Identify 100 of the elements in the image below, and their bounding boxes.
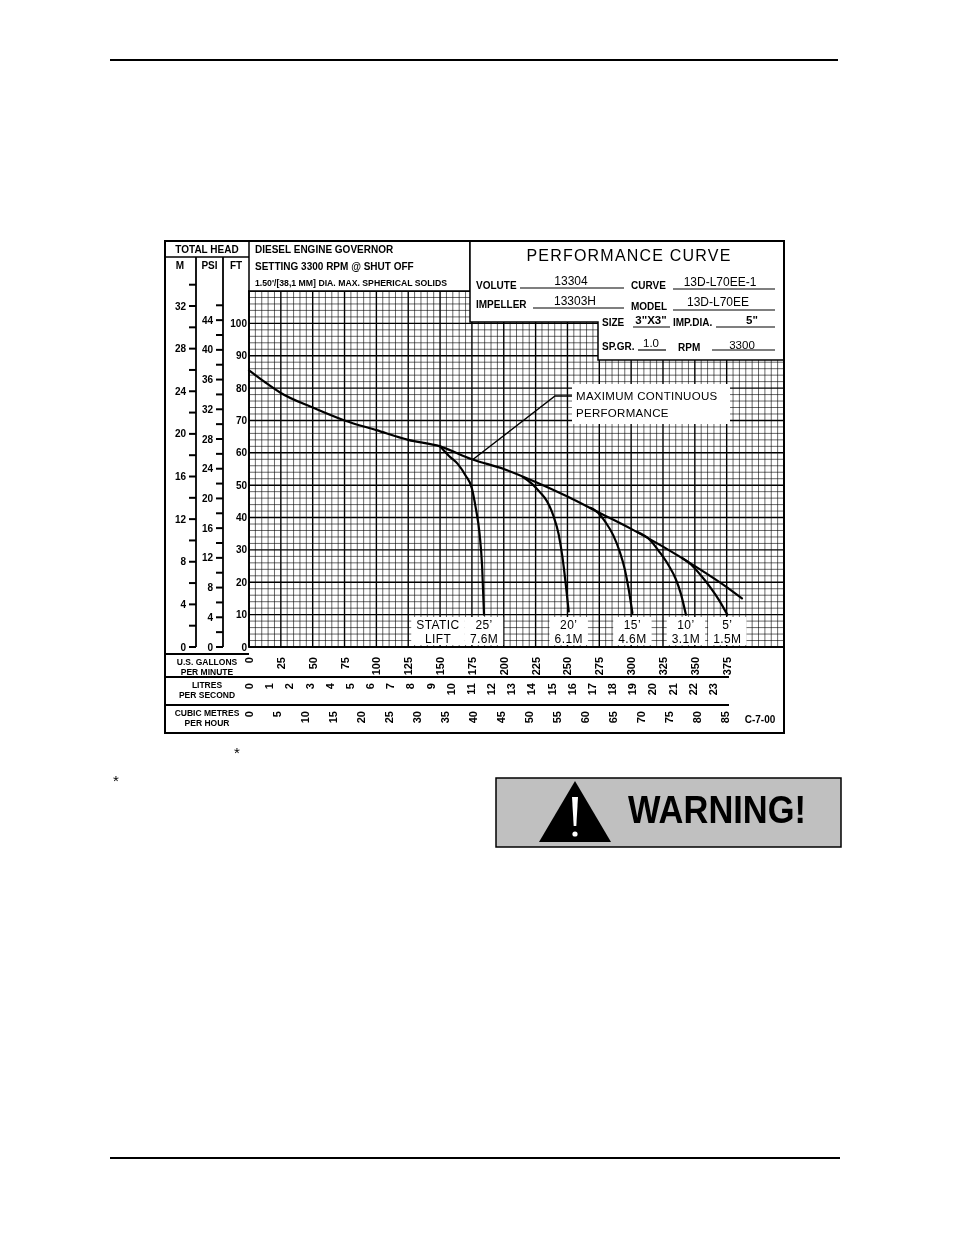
- x2-tick-label: 18: [606, 683, 619, 696]
- x2-tick-label: 20: [646, 683, 659, 696]
- x-tick-label: 0: [243, 657, 255, 664]
- y2-tick-label: 16: [174, 471, 187, 483]
- y-axis-title: FT: [229, 259, 243, 271]
- text: *: [234, 743, 241, 761]
- y-tick-label: 50: [235, 479, 248, 491]
- y2-tick-label: 4: [180, 598, 187, 610]
- y-tick-label: 100: [230, 317, 248, 329]
- y2-tick-label: 32: [174, 300, 187, 312]
- x-tick-label: 325: [656, 657, 669, 676]
- x2-tick-label: 13: [505, 683, 518, 696]
- series-label: 20’ 6.1M: [554, 618, 583, 646]
- annotation: MODEL: [631, 300, 668, 312]
- text: CURVE: [631, 279, 667, 291]
- y3-tick-label: 32: [201, 403, 214, 415]
- x-tick-label: 150: [434, 657, 447, 676]
- y2-tick-label: 28: [174, 343, 187, 355]
- x2-tick-label: 2: [283, 683, 296, 690]
- series-label: 5’ 1.5M: [713, 618, 742, 646]
- y2-tick-label: 24: [174, 385, 187, 397]
- text: 1.50'/[38,1 MM] DIA. MAX. SPHERICAL SOLIDS: [255, 278, 448, 288]
- y-tick-label: 60: [235, 447, 248, 459]
- x2-tick-label: 19: [626, 683, 639, 696]
- text: 5: [271, 711, 283, 718]
- x-tick-label: 350: [688, 657, 701, 676]
- text: 65: [607, 711, 619, 724]
- text: 45: [495, 711, 507, 724]
- text: 35: [439, 711, 451, 724]
- annotation: 1.0: [643, 337, 659, 349]
- y3-tick-label: 36: [201, 374, 214, 386]
- text: *: [113, 771, 120, 789]
- text: 0: [243, 711, 255, 718]
- text: TOTAL HEAD: [175, 243, 239, 255]
- text: WARNING!: [628, 789, 825, 831]
- text: 75: [663, 711, 675, 724]
- y3-tick-label: 8: [207, 582, 214, 594]
- y3-tick-label: 4: [207, 611, 214, 623]
- x-tick-label: 300: [625, 657, 638, 676]
- y3-tick-label: 20: [201, 492, 214, 504]
- x2-tick-label: 10: [444, 683, 457, 696]
- x2-tick-label: 21: [666, 683, 679, 696]
- x2-tick-label: 7: [384, 683, 397, 690]
- x-tick-label: 175: [465, 657, 478, 676]
- x2-tick-label: 12: [485, 683, 498, 696]
- annotation: MAXIMUM CONTINUOUS PERFORMANCE: [576, 390, 718, 419]
- x2-tick-label: 23: [706, 683, 719, 696]
- x2-tick-label: 14: [525, 682, 538, 696]
- text: DIESEL ENGINE GOVERNOR SETTING 3300 RPM @ SHUT OFF: [255, 243, 414, 271]
- x-tick-label: 225: [529, 657, 542, 676]
- text: 80: [691, 711, 703, 724]
- x2-tick-label: 1: [263, 683, 276, 690]
- x-tick-label: 250: [561, 657, 574, 676]
- x2-tick-label: 0: [243, 683, 255, 690]
- y-tick-label: 0: [241, 641, 248, 653]
- chart-title: PERFORMANCE CURVE: [526, 246, 732, 264]
- x2-tick-label: 3: [303, 683, 316, 690]
- annotation: IMP.DIA.: [673, 316, 713, 328]
- annotation: STATIC LIFT: [416, 618, 460, 646]
- annotation: 13D-L70EE: [686, 295, 750, 309]
- x2-tick-label: 15: [545, 683, 558, 696]
- y3-tick-label: 40: [201, 344, 214, 356]
- x2-tick-label: 9: [424, 683, 437, 690]
- text: CUBIC METRES PER HOUR: [174, 708, 240, 728]
- annotation: 5": [746, 314, 758, 326]
- y2-tick-label: 20: [174, 428, 187, 440]
- text: 55: [551, 711, 563, 724]
- text: 13304: [554, 274, 589, 288]
- y3-tick-label: 16: [201, 522, 214, 534]
- x-tick-label: 75: [338, 657, 351, 670]
- text: 60: [579, 711, 591, 724]
- x-tick-label: 375: [720, 657, 733, 676]
- x-tick-label: 50: [306, 657, 319, 670]
- y3-tick-label: 28: [201, 433, 214, 445]
- y3-tick-label: 24: [201, 463, 214, 475]
- x2-tick-label: 16: [565, 683, 578, 696]
- y-tick-label: 70: [235, 414, 248, 426]
- y2-tick-label: 0: [180, 641, 187, 653]
- text: 13D-L70EE-1: [683, 275, 757, 289]
- x-tick-label: 25: [274, 657, 287, 670]
- annotation: 3"X3": [635, 314, 667, 326]
- y2-axis-title: M: [175, 259, 185, 271]
- y3-tick-label: 12: [201, 552, 214, 564]
- text: 20: [355, 711, 367, 724]
- series-label: 15’ 4.6M: [618, 618, 647, 646]
- annotation: SP.GR.: [602, 340, 635, 352]
- annotation: SIZE: [602, 316, 625, 328]
- annotation: 13303H: [553, 294, 597, 308]
- text: VOLUTE: [476, 279, 517, 291]
- x-tick-label: 100: [370, 657, 383, 676]
- y-tick-label: 30: [235, 544, 248, 556]
- annotation: 3300: [729, 339, 755, 351]
- text: 40: [467, 711, 479, 724]
- y3-tick-label: 44: [201, 314, 214, 326]
- x-tick-label: 275: [593, 657, 606, 676]
- series-label: 25’ 7.6M: [469, 618, 499, 646]
- annotation: RPM: [678, 341, 701, 353]
- y2-tick-label: 12: [174, 513, 187, 525]
- annotation: IMPELLER: [476, 298, 528, 310]
- x2-axis-title: LITRES PER SECOND: [178, 680, 236, 700]
